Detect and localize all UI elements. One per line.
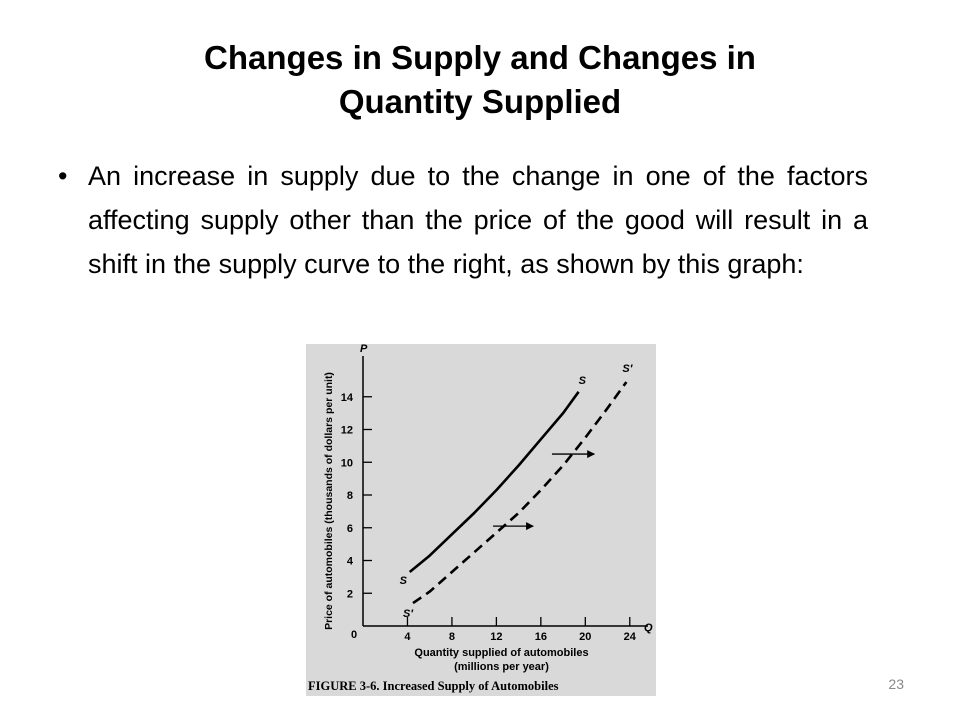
- slide-title-line-2: Quantity Supplied: [338, 83, 622, 120]
- chart-labels: P Q 0 Quantity supplied of automobiles (mill…: [308, 344, 653, 693]
- slide-title: Changes in Supply and Changes in Quantit…: [80, 36, 880, 124]
- page-number: 23: [888, 676, 904, 692]
- bullet-dot-icon: •: [58, 161, 68, 191]
- series-end-label: S: [579, 375, 587, 387]
- bullet-text: An increase in supply due to the change …: [88, 161, 868, 279]
- y-tick-label: 6: [347, 523, 353, 535]
- chart-arrows: [493, 450, 596, 531]
- y-axis-title: Price of automobiles (thousands of dolla…: [323, 372, 335, 630]
- y-axis-letter: P: [360, 344, 368, 355]
- x-axis-title-line-1: Quantity supplied of automobiles: [414, 647, 588, 659]
- x-tick-label: 16: [535, 631, 547, 643]
- x-axis-letter: Q: [644, 622, 653, 634]
- bullet-item: • An increase in supply due to the chang…: [58, 154, 868, 286]
- series-line-s-prime: [412, 381, 628, 605]
- y-tick-label: 14: [341, 392, 354, 404]
- chart-axes: [362, 356, 648, 627]
- y-tick-label: 4: [347, 556, 354, 568]
- series-end-label: S′: [622, 363, 633, 375]
- series-start-label: S′: [403, 608, 414, 620]
- y-tick-label: 2: [347, 588, 353, 600]
- y-tick-label: 8: [347, 490, 353, 502]
- chart-series: [408, 381, 628, 605]
- origin-label: 0: [351, 629, 357, 641]
- x-tick-label: 24: [624, 631, 637, 643]
- slide-title-line-1: Changes in Supply and Changes in: [204, 39, 756, 76]
- y-tick-label: 10: [341, 457, 353, 469]
- bullet-list: • An increase in supply due to the chang…: [58, 154, 868, 286]
- x-tick-label: 12: [490, 631, 502, 643]
- x-tick-label: 4: [404, 631, 411, 643]
- x-tick-label: 20: [579, 631, 591, 643]
- x-axis-title-line-2: (millions per year): [454, 661, 549, 673]
- supply-figure: 2 4 6 8 10 12 14 4 8 12 16 20 24 P Q 0 Quantity supplie…: [306, 344, 656, 696]
- figure-caption: FIGURE 3-6. Increased Supply of Automobi…: [308, 679, 559, 693]
- series-start-label: S: [400, 575, 408, 587]
- series-line-s: [408, 391, 580, 574]
- x-tick-label: 8: [449, 631, 455, 643]
- y-tick-label: 12: [341, 425, 353, 437]
